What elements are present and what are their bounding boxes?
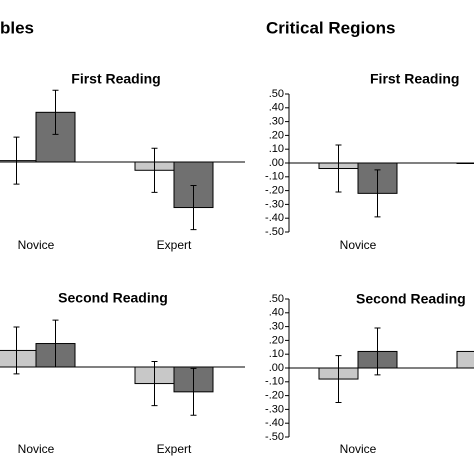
y-tick-label: -.10 (265, 171, 284, 183)
y-tick-label: -.20 (265, 390, 284, 402)
x-tick-label: Expert (157, 238, 192, 252)
y-tick-label: .40 (269, 307, 284, 319)
error-bar (13, 136, 20, 185)
x-tick-label: Novice (18, 238, 55, 252)
y-tick-label: .50 (269, 293, 284, 305)
x-tick-label: Novice (340, 442, 377, 456)
panel-title: First Reading (71, 71, 160, 87)
error-bar (151, 360, 158, 407)
error-bar (374, 169, 381, 218)
bar (456, 350, 474, 369)
x-tick-label: Expert (157, 442, 192, 456)
x-tick-label: Novice (18, 442, 55, 456)
panel-title: First Reading (370, 71, 459, 87)
error-bar (13, 326, 20, 375)
y-tick-label: .10 (269, 348, 284, 360)
y-tick-label: .20 (269, 334, 284, 346)
y-tick-label: -.30 (265, 403, 284, 415)
x-tick-label: Novice (340, 238, 377, 252)
error-bar (335, 144, 342, 193)
y-tick-label: -.20 (265, 185, 284, 197)
y-tick-label: -.30 (265, 198, 284, 210)
y-tick-label: -.40 (265, 417, 284, 429)
y-tick-label: .50 (269, 88, 284, 100)
y-tick-label: .40 (269, 102, 284, 114)
y-tick-label: .00 (269, 362, 284, 374)
section-title: bles (0, 18, 34, 37)
y-tick-label: .30 (269, 116, 284, 128)
y-tick-label: .20 (269, 129, 284, 141)
y-tick-label: .00 (269, 157, 284, 169)
y-tick-label: .10 (269, 143, 284, 155)
y-tick-label: .30 (269, 321, 284, 333)
bar (0, 349, 37, 368)
section-title: Critical Regions (266, 18, 395, 37)
error-bar (190, 367, 197, 416)
panel-title: Second Reading (356, 291, 466, 307)
y-tick-label: -.10 (265, 376, 284, 388)
y-tick-label: -.50 (265, 226, 284, 238)
error-bar (335, 355, 342, 403)
y-tick-label: -.50 (265, 431, 284, 443)
error-bar (151, 147, 158, 193)
y-tick-label: -.40 (265, 212, 284, 224)
error-bar (52, 89, 59, 135)
panel-title: Second Reading (58, 290, 168, 306)
error-bar (190, 184, 197, 231)
error-bar (374, 327, 381, 376)
